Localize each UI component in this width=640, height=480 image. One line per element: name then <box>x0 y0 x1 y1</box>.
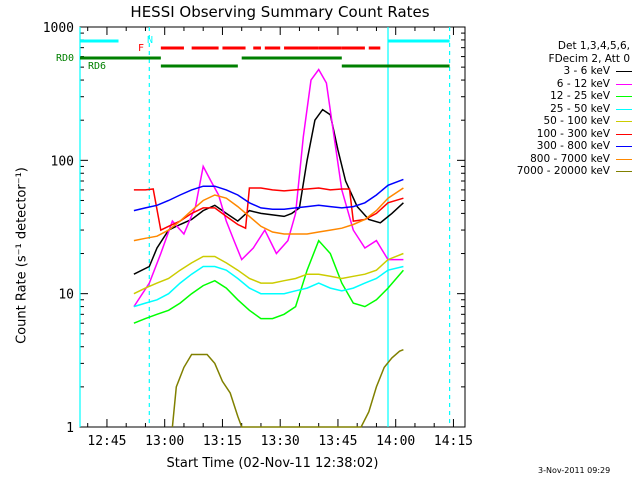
flare-label: F <box>138 43 144 54</box>
legend-label: 25 - 50 keV <box>550 102 610 115</box>
rd6-label: RD6 <box>88 61 106 72</box>
legend-header-detectors: Det 1,3,4,5,6, <box>557 40 630 52</box>
x-tick-label: 13:30 <box>261 434 300 449</box>
y-axis-label: Count Rate (s⁻¹ detector⁻¹) <box>14 167 30 344</box>
legend-swatch <box>616 133 632 135</box>
legend-item: 25 - 50 keV <box>470 103 636 116</box>
legend-item: 7000 - 20000 keV <box>470 165 636 178</box>
legend-swatch <box>616 71 632 72</box>
legend-item: 100 - 300 keV <box>470 128 636 141</box>
series-line-25-50-kev <box>133 265 404 308</box>
generation-timestamp: 3-Nov-2011 09:29 <box>538 466 611 475</box>
x-tick-label: 13:15 <box>203 434 242 449</box>
x-axis-label: Start Time (02-Nov-11 12:38:02) <box>166 456 379 471</box>
series-line-50-100-kev <box>133 252 404 295</box>
legend-item: 6 - 12 keV <box>470 78 636 91</box>
legend-swatch <box>616 96 632 97</box>
x-tick-label: 14:00 <box>376 434 415 449</box>
legend-label: 300 - 800 keV <box>536 140 610 152</box>
series-line-6-12-kev <box>133 68 404 308</box>
legend-item: 50 - 100 keV <box>470 115 636 128</box>
legend-swatch <box>616 146 632 147</box>
series-line-300-800-kev <box>133 178 404 212</box>
chart-title: HESSI Observing Summary Count Rates <box>130 3 430 21</box>
legend-swatch <box>616 158 632 160</box>
series-line-12-25-kev <box>133 239 404 324</box>
series-line-100-300-kev <box>133 187 404 232</box>
legend-header-decimation: FDecim 2, Att 0 <box>548 52 630 65</box>
legend-label: 50 - 100 keV <box>543 115 610 127</box>
legend-item: 800 - 7000 keV <box>470 153 636 166</box>
series-line-800-7000-kev <box>133 187 404 242</box>
night-label: N <box>147 35 153 46</box>
series-line-3-6-kev <box>133 108 404 275</box>
x-tick-label: 13:00 <box>145 434 184 449</box>
x-tick-label: 13:45 <box>318 434 357 449</box>
legend-label: 6 - 12 keV <box>556 77 610 90</box>
y-tick-label: 1 <box>66 421 74 436</box>
legend-label: 3 - 6 keV <box>563 65 610 77</box>
legend-item: 12 - 25 keV <box>470 90 636 103</box>
legend-label: 100 - 300 keV <box>536 127 610 140</box>
y-tick-label: 100 <box>51 154 74 169</box>
legend-item: 3 - 6 keV <box>470 65 636 78</box>
x-tick-label: 12:45 <box>87 434 126 449</box>
legend-label: 800 - 7000 keV <box>530 152 610 165</box>
legend-item: 300 - 800 keV <box>470 140 636 153</box>
legend: Det 1,3,4,5,6, FDecim 2, Att 0 3 - 6 keV… <box>470 40 636 178</box>
series-line-7000-20000-kev <box>171 349 404 428</box>
legend-swatch <box>616 108 632 110</box>
legend-swatch <box>616 83 632 85</box>
legend-label: 7000 - 20000 keV <box>516 165 610 177</box>
legend-swatch <box>616 121 632 122</box>
plot-frame <box>79 26 466 428</box>
y-tick-label: 10 <box>58 288 74 303</box>
x-tick-label: 14:15 <box>434 434 473 449</box>
legend-label: 12 - 25 keV <box>550 90 610 102</box>
legend-swatch <box>616 171 632 172</box>
y-tick-label: 1000 <box>43 21 74 36</box>
rd0-label: RD0 <box>56 53 74 64</box>
